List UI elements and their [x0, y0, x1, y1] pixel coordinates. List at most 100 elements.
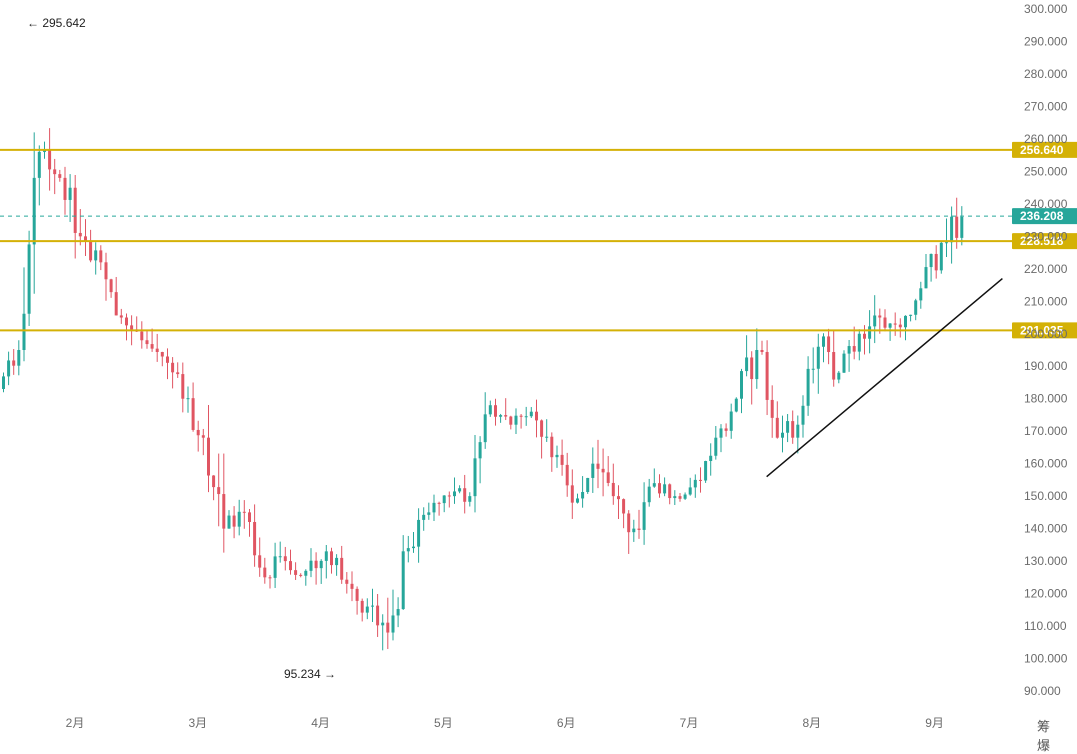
candle-body [432, 502, 436, 513]
candle-body [268, 577, 272, 579]
y-tick-label: 110.000 [1024, 619, 1067, 633]
candle-body [524, 416, 528, 418]
candle-body [857, 333, 861, 352]
candle-body [509, 416, 513, 425]
candle-body [550, 436, 554, 458]
candle-body [376, 605, 380, 626]
candle-body [904, 315, 907, 328]
y-tick-label: 280.000 [1024, 67, 1068, 81]
level-price-label: 256.640 [1020, 143, 1064, 157]
candle-body [171, 362, 175, 373]
candle-body [160, 351, 164, 357]
candle-body [791, 421, 795, 438]
candle-body [627, 513, 631, 533]
candle-body [888, 323, 892, 328]
x-tick-label: 5月 [434, 716, 453, 730]
candle-body [709, 455, 713, 462]
candle-body [145, 340, 149, 345]
candle-body [883, 317, 887, 328]
candle-body [740, 371, 743, 399]
candle-body [437, 502, 441, 504]
candle-body [934, 253, 938, 271]
candle-body [909, 314, 913, 316]
candle-body [227, 515, 231, 529]
candle-body [893, 323, 897, 325]
candle-body [109, 279, 113, 293]
candle-body [22, 313, 26, 350]
y-tick-label: 140.000 [1024, 522, 1068, 536]
candle-body [693, 479, 697, 488]
candle-body [786, 421, 790, 433]
candle-body [699, 479, 702, 481]
candle-body [99, 250, 103, 263]
candle-body [504, 415, 508, 417]
y-tick-label: 170.000 [1024, 424, 1068, 438]
candle-body [714, 437, 718, 456]
candle-body [468, 496, 472, 502]
y-tick-label: 260.000 [1024, 132, 1068, 146]
candle-body [253, 521, 257, 556]
candle-body [406, 548, 410, 552]
candle-body [417, 519, 421, 547]
candle-body [929, 253, 933, 268]
candle-body [314, 560, 318, 569]
candle-body [775, 417, 779, 438]
candle-body [878, 315, 882, 318]
candle-body [591, 463, 595, 478]
candle-body [319, 560, 323, 569]
candle-body [478, 442, 482, 459]
candle-body [453, 491, 456, 497]
trendline [766, 277, 1003, 478]
candle-body [304, 570, 308, 576]
candle-body [63, 177, 67, 200]
extreme-markers: ← 295.642 95.234 → [27, 16, 336, 681]
candle-body [7, 360, 11, 377]
candle-body [842, 353, 846, 373]
trendline-layer [766, 277, 1003, 478]
candle-body [555, 454, 559, 458]
candle-body [278, 556, 282, 558]
candle-body [37, 151, 41, 178]
candle-body [232, 515, 236, 527]
y-tick-label: 300.000 [1024, 2, 1068, 16]
candle-body [237, 511, 241, 527]
candle-body [606, 472, 610, 483]
candle-body [704, 461, 708, 481]
x-tick-label: 3月 [188, 716, 207, 730]
candle-body [488, 405, 492, 415]
candle-body [345, 579, 349, 584]
candle-body [391, 615, 395, 633]
y-tick-label: 180.000 [1024, 392, 1068, 406]
candle-body [324, 551, 328, 561]
level-price-label: 201.035 [1020, 323, 1064, 337]
y-tick-label: 200.000 [1024, 327, 1068, 341]
candle-body [212, 475, 216, 488]
candle-body [355, 588, 359, 601]
candlestick-chart: 256.640 228.518 201.035 236.208 300.000 290.… [0, 2, 1077, 730]
candle-body [217, 487, 221, 495]
candle-body [89, 241, 93, 261]
y-tick-label: 270.000 [1024, 99, 1068, 113]
candle-body [32, 177, 36, 245]
candle-body [565, 464, 569, 486]
candle-body [176, 372, 180, 375]
candle-body [381, 622, 385, 626]
y-tick-label: 160.000 [1024, 457, 1068, 471]
candle-body [447, 495, 451, 497]
candle-body [868, 326, 872, 339]
y-tick-label: 190.000 [1024, 359, 1068, 373]
candle-body [724, 428, 728, 431]
candle-body [294, 570, 298, 575]
candle-body [258, 555, 262, 568]
candle-body [458, 488, 462, 492]
candle-body [637, 528, 641, 530]
candle-body [560, 454, 564, 465]
candle-body [745, 357, 749, 372]
x-tick-label: 7月 [680, 716, 699, 730]
candle-body [289, 561, 292, 571]
candle-body [806, 368, 810, 406]
candle-body [191, 398, 195, 430]
candle-body [27, 244, 31, 314]
candle-body [863, 333, 866, 339]
candle-body [396, 609, 400, 616]
